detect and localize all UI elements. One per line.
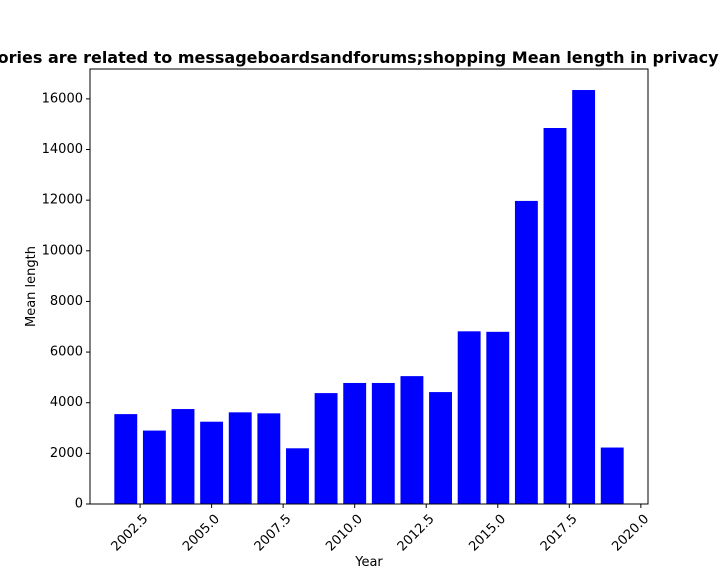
x-axis-ticks: 2002.5 2005.0 2007.5 2010.0 2012.5 2015.0 2017… bbox=[109, 504, 652, 555]
x-tick-label: 2020.0 bbox=[609, 512, 652, 555]
bar-2011 bbox=[371, 382, 395, 504]
bar-2012 bbox=[400, 376, 424, 504]
x-tick-label: 2005.0 bbox=[180, 512, 223, 555]
bar-2008 bbox=[286, 448, 309, 504]
y-tick-label: 0 bbox=[75, 497, 83, 512]
bar-2010 bbox=[343, 382, 367, 504]
y-tick-label: 2000 bbox=[50, 446, 83, 461]
bar-2002 bbox=[114, 414, 138, 504]
y-tick-label: 6000 bbox=[50, 345, 83, 360]
bar-2009 bbox=[314, 393, 338, 504]
x-tick-label: 2002.5 bbox=[109, 512, 152, 555]
y-axis-label: Mean length bbox=[24, 246, 39, 327]
bar-2017 bbox=[543, 128, 567, 504]
bar-2015 bbox=[486, 331, 510, 504]
bar-2007 bbox=[257, 413, 281, 504]
y-tick-label: 12000 bbox=[42, 193, 83, 208]
y-tick-label: 16000 bbox=[42, 91, 83, 106]
bar-2006 bbox=[228, 412, 252, 504]
y-tick-label: 14000 bbox=[42, 142, 83, 157]
plot-area-frame bbox=[89, 68, 649, 505]
bar-2014 bbox=[457, 331, 481, 504]
bar-2003 bbox=[142, 430, 166, 504]
x-tick-label: 2010.0 bbox=[323, 512, 366, 555]
bar-2005 bbox=[200, 421, 224, 504]
bar-2018 bbox=[572, 90, 596, 505]
x-tick-label: 2007.5 bbox=[252, 512, 295, 555]
bar-2019 bbox=[600, 447, 624, 504]
y-tick-label: 4000 bbox=[50, 395, 83, 410]
bars-group bbox=[114, 90, 624, 505]
x-axis-label: Year bbox=[354, 555, 383, 570]
x-tick-label: 2017.5 bbox=[538, 512, 581, 555]
x-tick-label: 2015.0 bbox=[466, 512, 509, 555]
y-tick-label: 10000 bbox=[42, 243, 83, 258]
y-axis-ticks: 0 2000 4000 6000 8000 10000 12000 14000 16000 bbox=[42, 91, 90, 512]
bar-2013 bbox=[429, 392, 452, 504]
y-tick-label: 8000 bbox=[50, 294, 83, 309]
bar-2004 bbox=[171, 409, 195, 504]
bar-2016 bbox=[514, 200, 538, 505]
x-tick-label: 2012.5 bbox=[395, 512, 438, 555]
chart-title: Categories are related to messageboardsa… bbox=[0, 48, 720, 67]
